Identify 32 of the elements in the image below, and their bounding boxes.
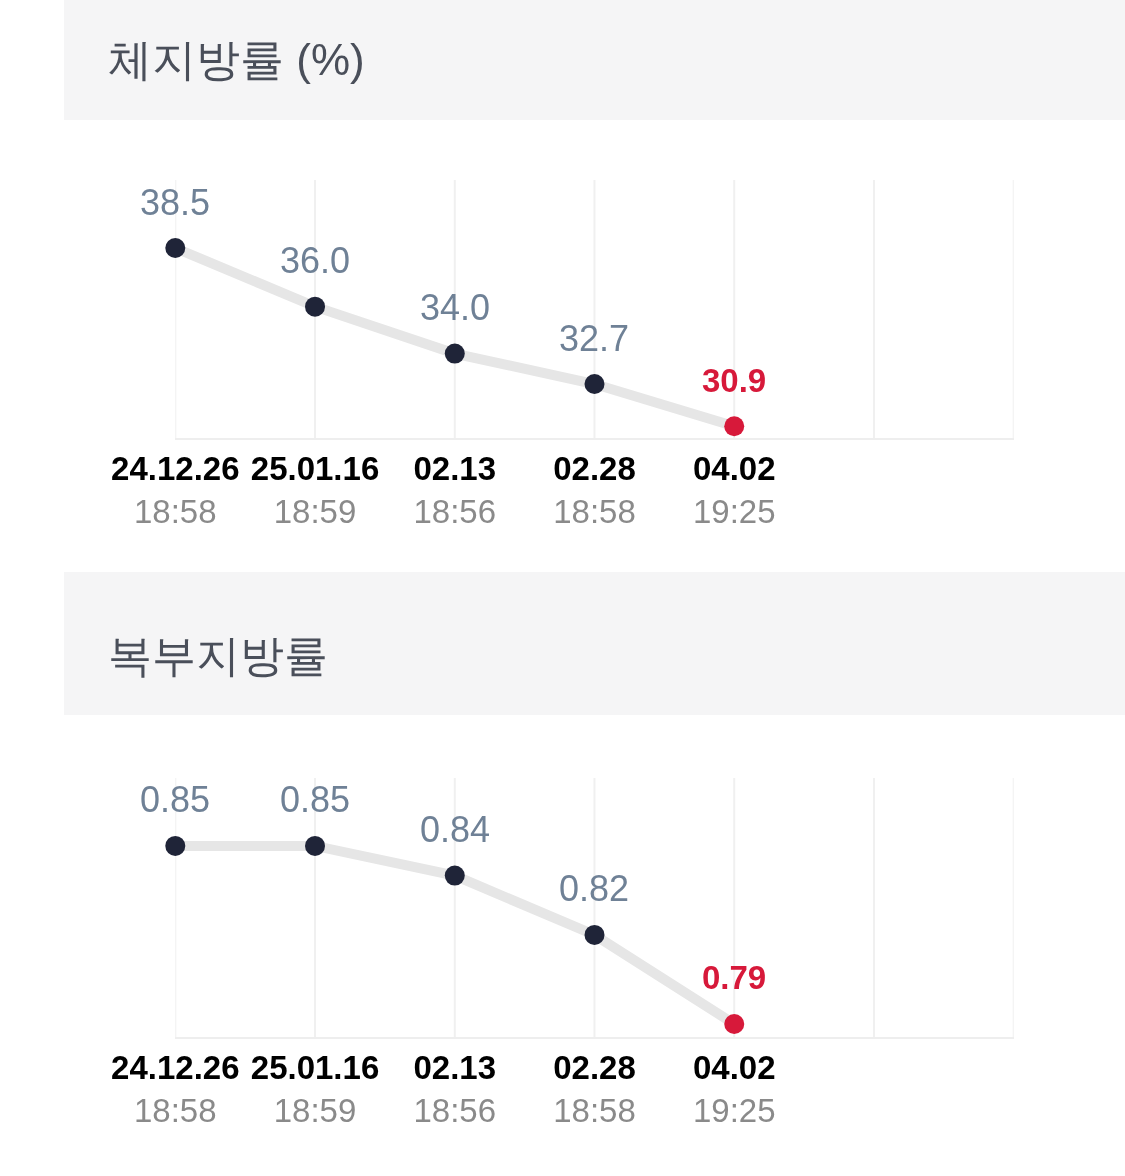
x-tick-label: 02.28 18:58 xyxy=(553,1048,636,1129)
x-tick-label: 25.01.16 18:59 xyxy=(250,449,380,530)
x-tick-label: 02.13 18:56 xyxy=(413,1048,497,1129)
point xyxy=(444,865,465,886)
data-label: 32.7 xyxy=(559,318,630,359)
data-label: 30.9 xyxy=(702,362,767,399)
x-tick-label: 02.28 18:58 xyxy=(553,449,636,530)
x-tick-label: 24.12.26 18:58 xyxy=(111,449,240,530)
data-label: 0.85 xyxy=(280,779,351,820)
point xyxy=(584,924,605,945)
point xyxy=(305,835,326,856)
data-label: 0.79 xyxy=(702,959,767,996)
data-label: 0.85 xyxy=(140,779,211,820)
point xyxy=(444,343,465,364)
x-tick-label: 02.13 18:56 xyxy=(413,449,497,530)
x-tick-label: 25.01.16 18:59 xyxy=(250,1048,380,1129)
point xyxy=(724,1013,745,1034)
point xyxy=(724,416,745,437)
x-tick-label: 24.12.26 18:58 xyxy=(111,1048,240,1129)
data-label: 34.0 xyxy=(420,287,491,328)
chart-title: 복부지방률 xyxy=(108,631,328,680)
point xyxy=(165,835,186,856)
data-label: 0.84 xyxy=(420,809,491,850)
point xyxy=(165,238,186,259)
point xyxy=(305,296,326,317)
x-tick-label: 04.02 19:25 xyxy=(692,449,776,530)
data-label: 38.5 xyxy=(140,182,211,223)
chart-title: 체지방률 (%) xyxy=(108,35,365,84)
point xyxy=(584,374,605,395)
x-tick-label: 04.02 19:25 xyxy=(692,1048,776,1129)
data-label: 36.0 xyxy=(280,240,351,281)
data-label: 0.82 xyxy=(559,868,630,909)
